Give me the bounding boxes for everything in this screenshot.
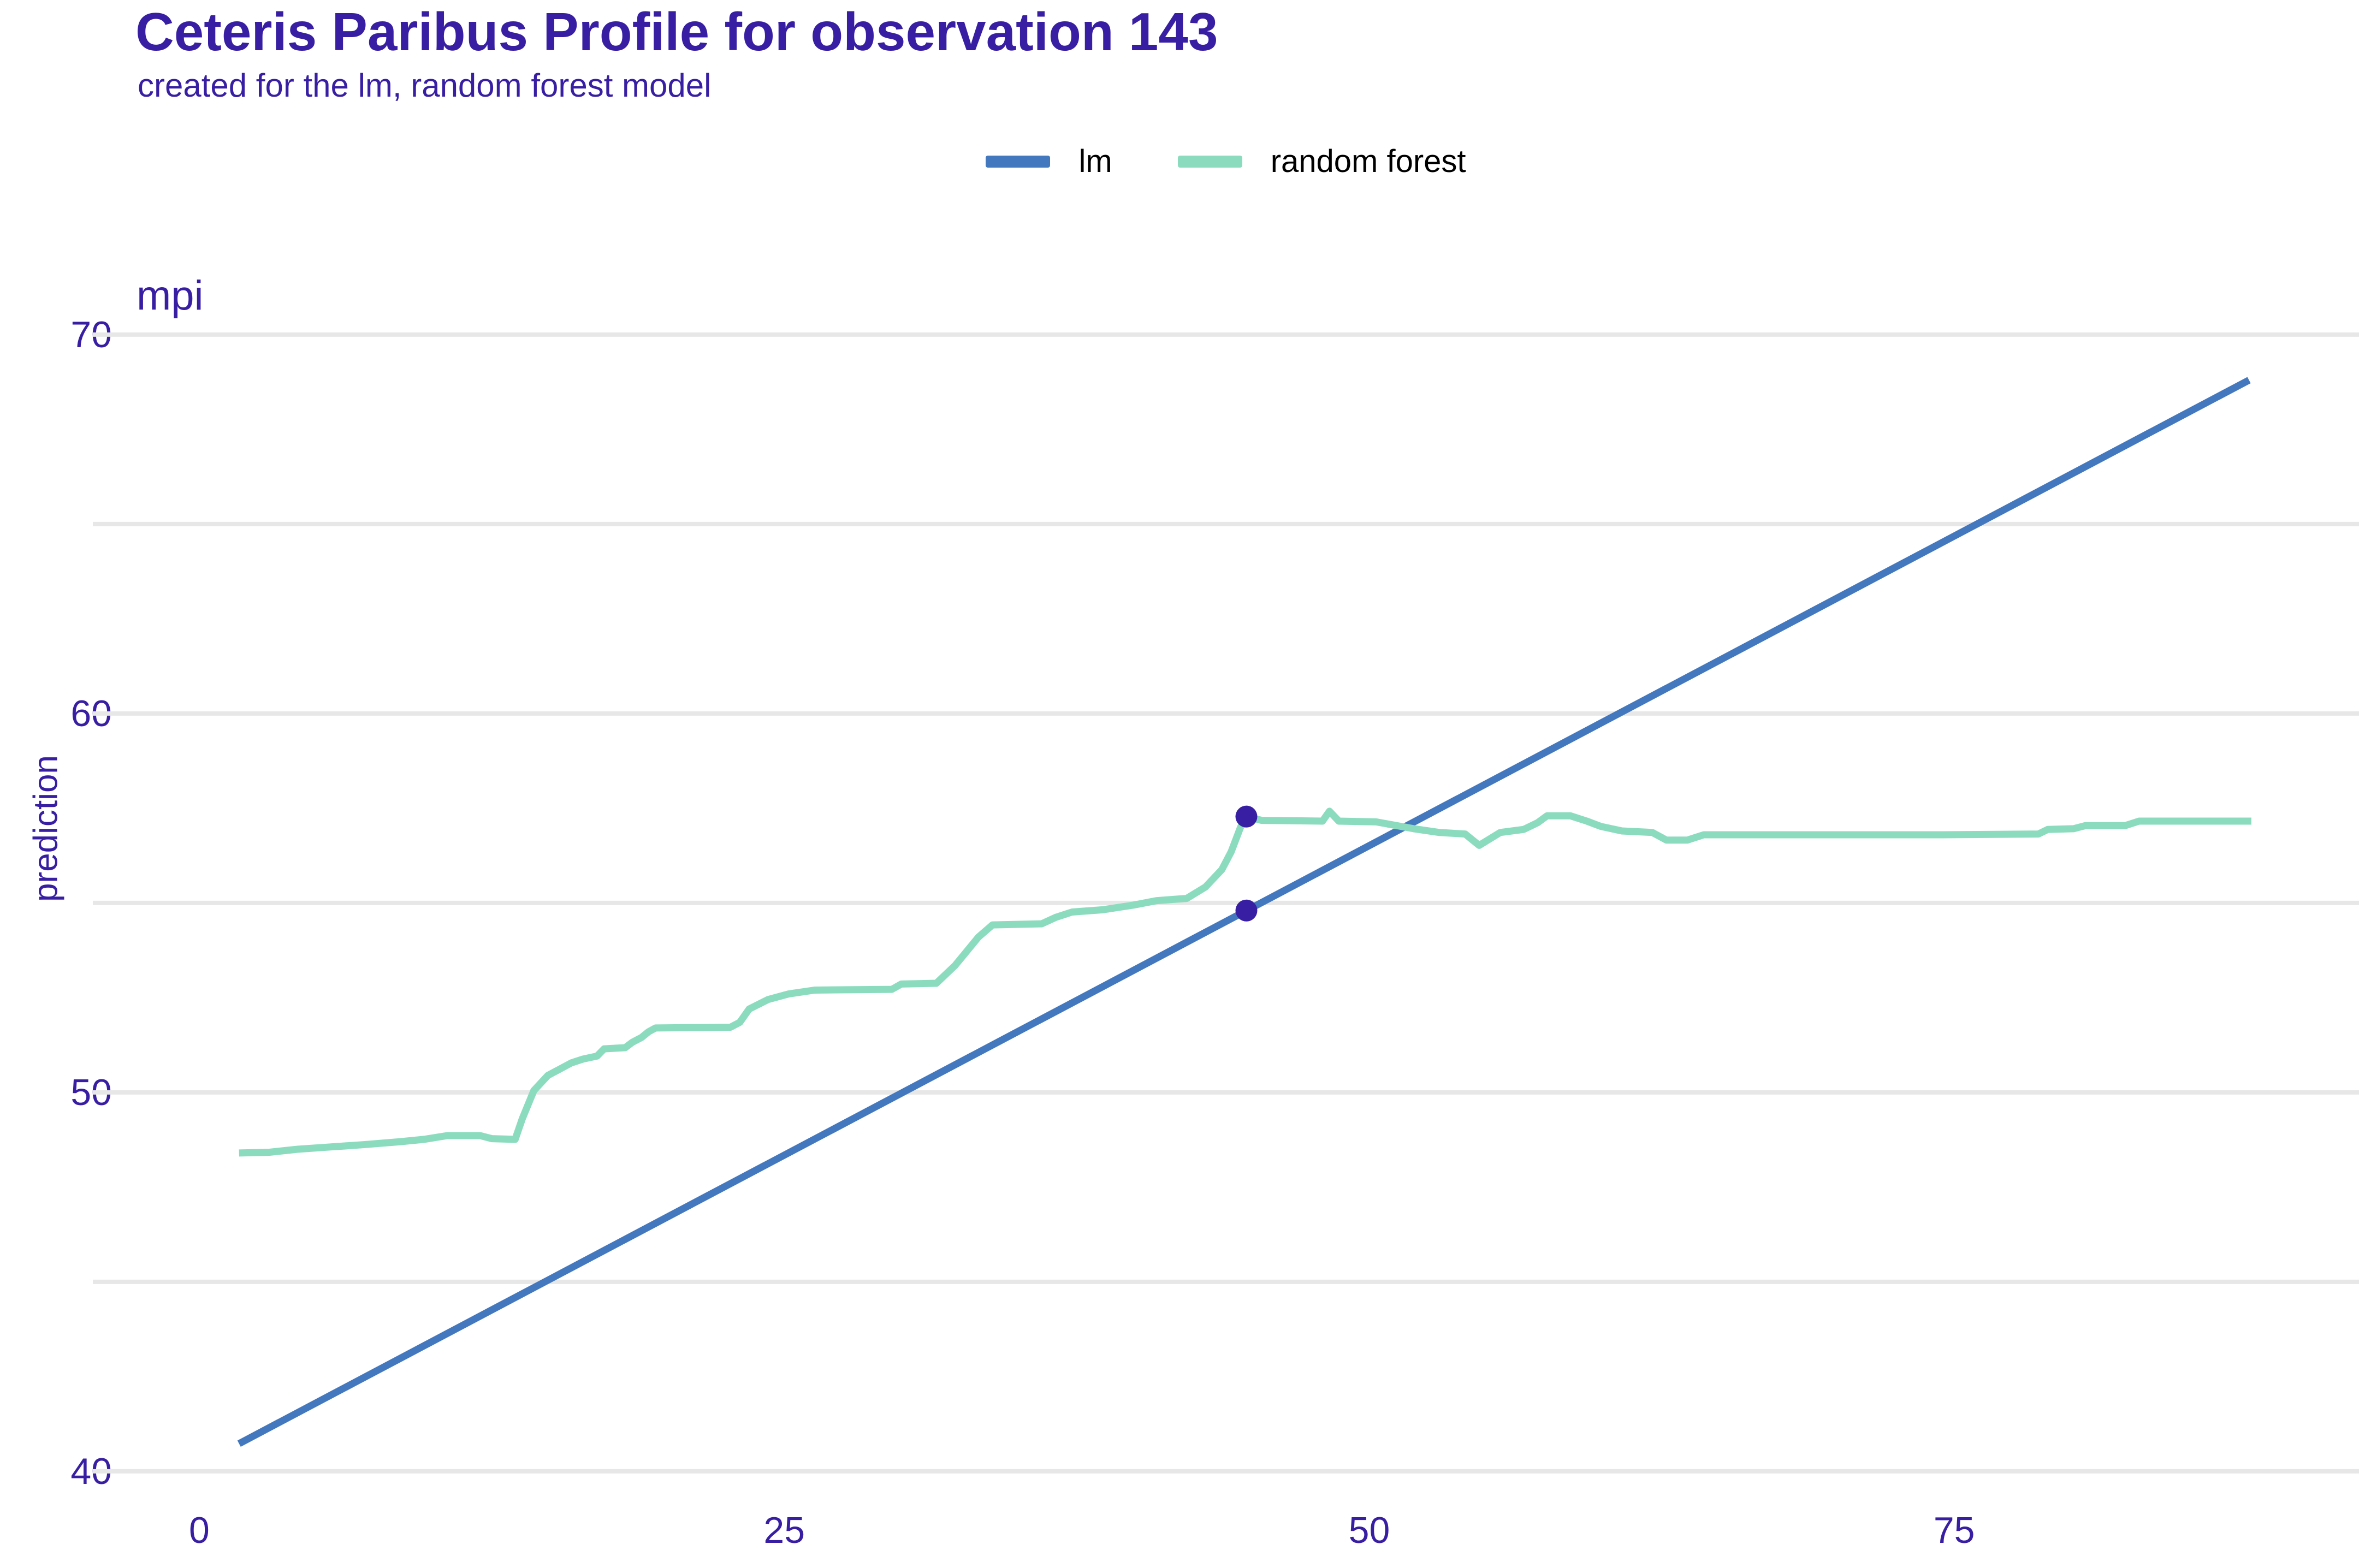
plot-panel	[93, 332, 2359, 1474]
x-tick-label-50: 50	[1348, 1510, 1390, 1551]
observation-marker-0	[1235, 899, 1258, 922]
page-subtitle: created for the lm, random forest model	[138, 67, 712, 104]
legend-item-lm: lm	[986, 143, 1112, 180]
random-forest-line-swatch	[1177, 155, 1242, 168]
page-title: Ceteris Paribus Profile for observation …	[135, 2, 1218, 62]
series-line-random-forest	[239, 807, 2251, 1157]
legend-label-random-forest: random forest	[1270, 144, 1466, 179]
facet-variable-label: mpi	[137, 272, 204, 319]
y-axis-title: prediction	[27, 755, 65, 902]
x-tick-label-0: 0	[189, 1510, 210, 1551]
lm-line-swatch	[986, 155, 1051, 168]
legend-item-random-forest: random forest	[1177, 143, 1466, 180]
legend-label-lm: lm	[1078, 144, 1112, 179]
x-tick-label-75: 75	[1933, 1510, 1975, 1551]
x-tick-label-25: 25	[763, 1510, 805, 1551]
observation-marker-1	[1235, 805, 1258, 828]
legend: lm random forest	[93, 143, 2359, 180]
